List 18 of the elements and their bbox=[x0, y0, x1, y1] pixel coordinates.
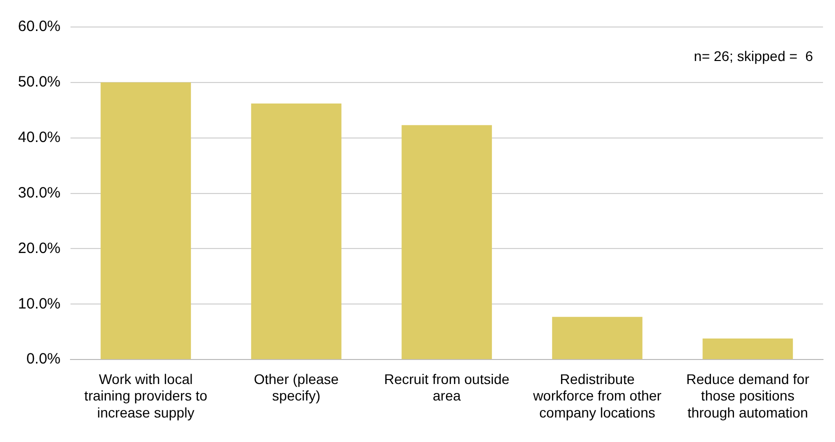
bar bbox=[702, 338, 793, 360]
bar bbox=[251, 104, 342, 360]
x-tick-label: Redistribute workforce from other company locations bbox=[532, 370, 662, 420]
x-tick-label: Recruit from outside area bbox=[384, 370, 510, 404]
bar bbox=[552, 316, 642, 360]
y-tick-label: 10.0% bbox=[18, 295, 61, 312]
y-tick-label: 60.0% bbox=[18, 18, 61, 36]
y-tick-label: 50.0% bbox=[18, 74, 61, 91]
annotation: n= 26; skipped = 6 bbox=[694, 48, 814, 64]
y-tick-label: 20.0% bbox=[18, 240, 61, 257]
x-tick-label: Work with local training providers to increase supply bbox=[84, 370, 208, 420]
y-tick-label: 30.0% bbox=[18, 184, 61, 202]
bar bbox=[402, 125, 492, 360]
bar bbox=[100, 82, 191, 360]
x-tick-label: Reduce demand for those positions through automation bbox=[686, 370, 810, 420]
y-tick-label: 0.0% bbox=[26, 350, 61, 368]
y-tick-label: 40.0% bbox=[18, 129, 61, 146]
x-tick-label: Other (please specify) bbox=[254, 370, 339, 404]
